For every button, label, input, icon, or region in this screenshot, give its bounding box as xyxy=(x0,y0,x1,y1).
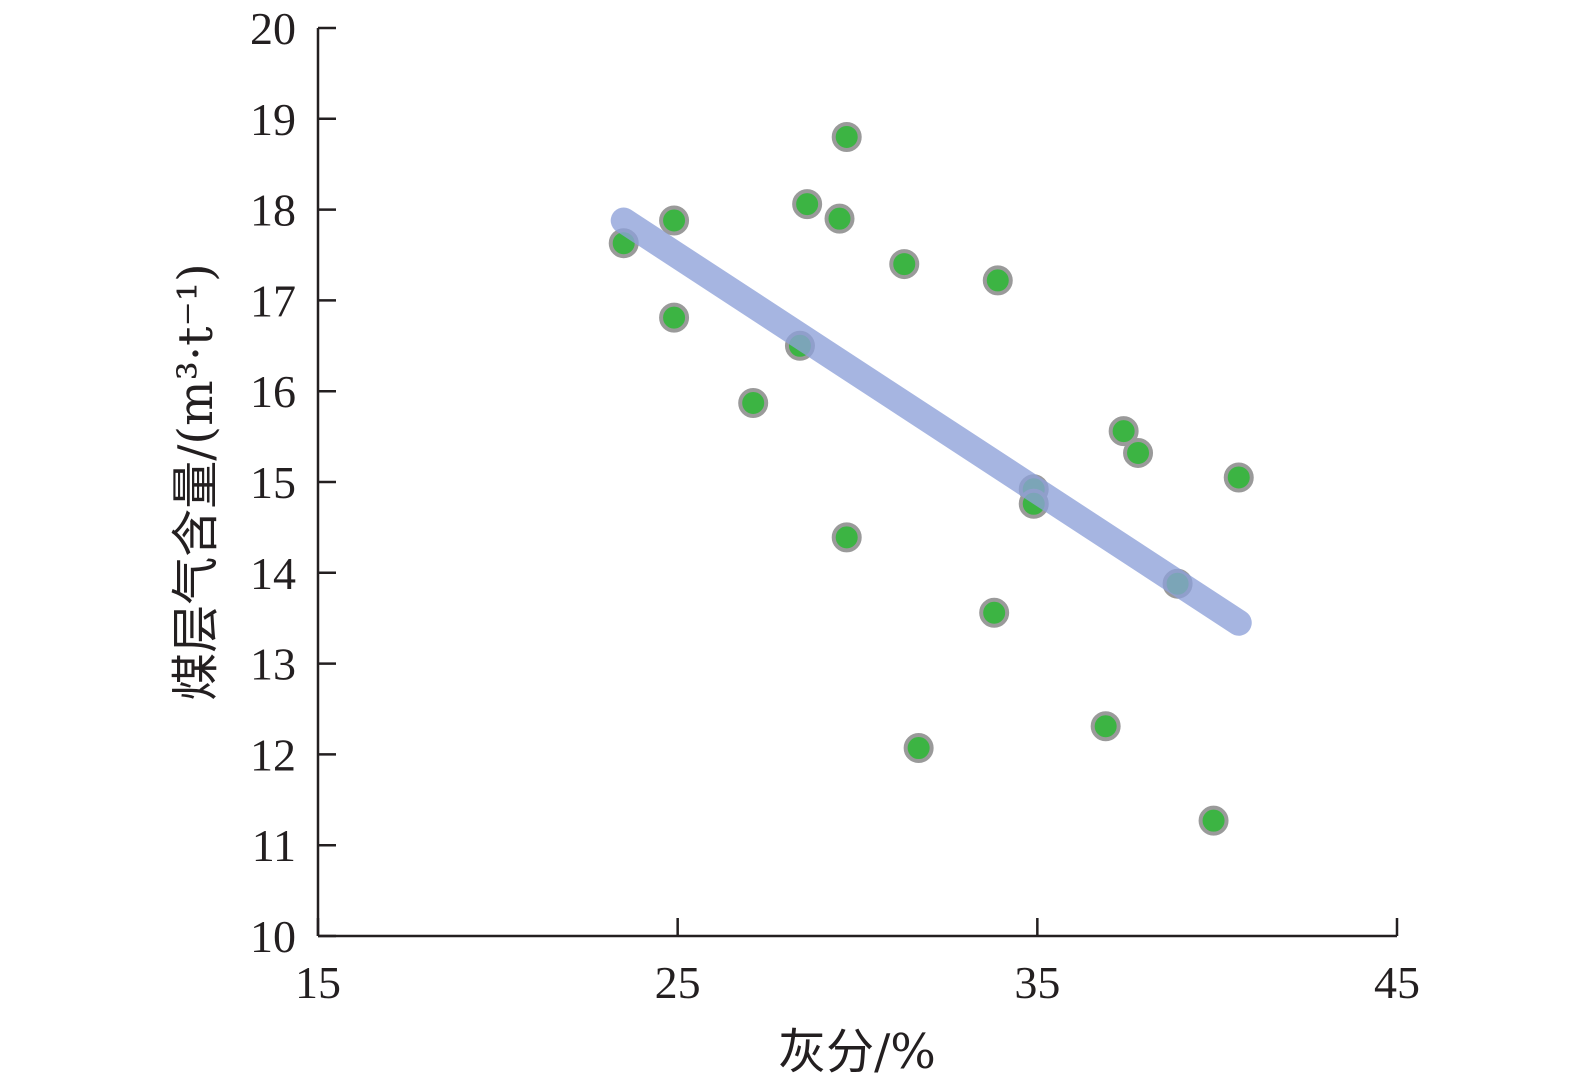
y-tick-label: 19 xyxy=(250,94,296,145)
y-tick-label: 17 xyxy=(250,275,296,326)
data-point xyxy=(738,388,769,419)
x-axis-title: 灰分/% xyxy=(778,1024,936,1080)
y-tick-label: 20 xyxy=(250,3,296,54)
y-tick-label: 15 xyxy=(250,457,296,508)
data-point xyxy=(1090,711,1121,742)
x-tick-label: 25 xyxy=(655,957,701,1008)
data-point xyxy=(659,205,690,236)
data-point xyxy=(982,265,1013,296)
data-point xyxy=(903,733,934,764)
data-point xyxy=(1198,805,1229,836)
data-point xyxy=(659,302,690,333)
x-tick-label: 15 xyxy=(295,957,341,1008)
data-point xyxy=(979,597,1010,628)
y-tick-label: 18 xyxy=(250,185,296,236)
data-point xyxy=(1108,416,1139,447)
data-point xyxy=(831,522,862,553)
data-point xyxy=(889,249,920,280)
y-tick-label: 16 xyxy=(250,366,296,417)
scatter-points xyxy=(608,121,1254,836)
x-ticks: 15 25 35 45 xyxy=(295,918,1420,1008)
data-point xyxy=(824,203,855,234)
y-tick-label: 11 xyxy=(252,820,296,871)
y-axis-title: 煤层气含量/(m³·t⁻¹) xyxy=(168,263,224,701)
data-point xyxy=(1123,437,1154,468)
data-point xyxy=(831,121,862,152)
data-point xyxy=(792,189,823,220)
y-tick-label: 14 xyxy=(250,548,296,599)
y-tick-label: 13 xyxy=(250,639,296,690)
y-ticks: 10 11 12 13 14 15 16 17 18 19 20 xyxy=(250,3,336,962)
y-tick-label: 10 xyxy=(250,911,296,962)
trend-line xyxy=(610,207,1252,636)
data-point xyxy=(1223,462,1254,493)
y-tick-label: 12 xyxy=(250,729,296,780)
trend-line-group xyxy=(610,207,1252,636)
x-tick-label: 35 xyxy=(1014,957,1060,1008)
x-tick-label: 45 xyxy=(1374,957,1420,1008)
